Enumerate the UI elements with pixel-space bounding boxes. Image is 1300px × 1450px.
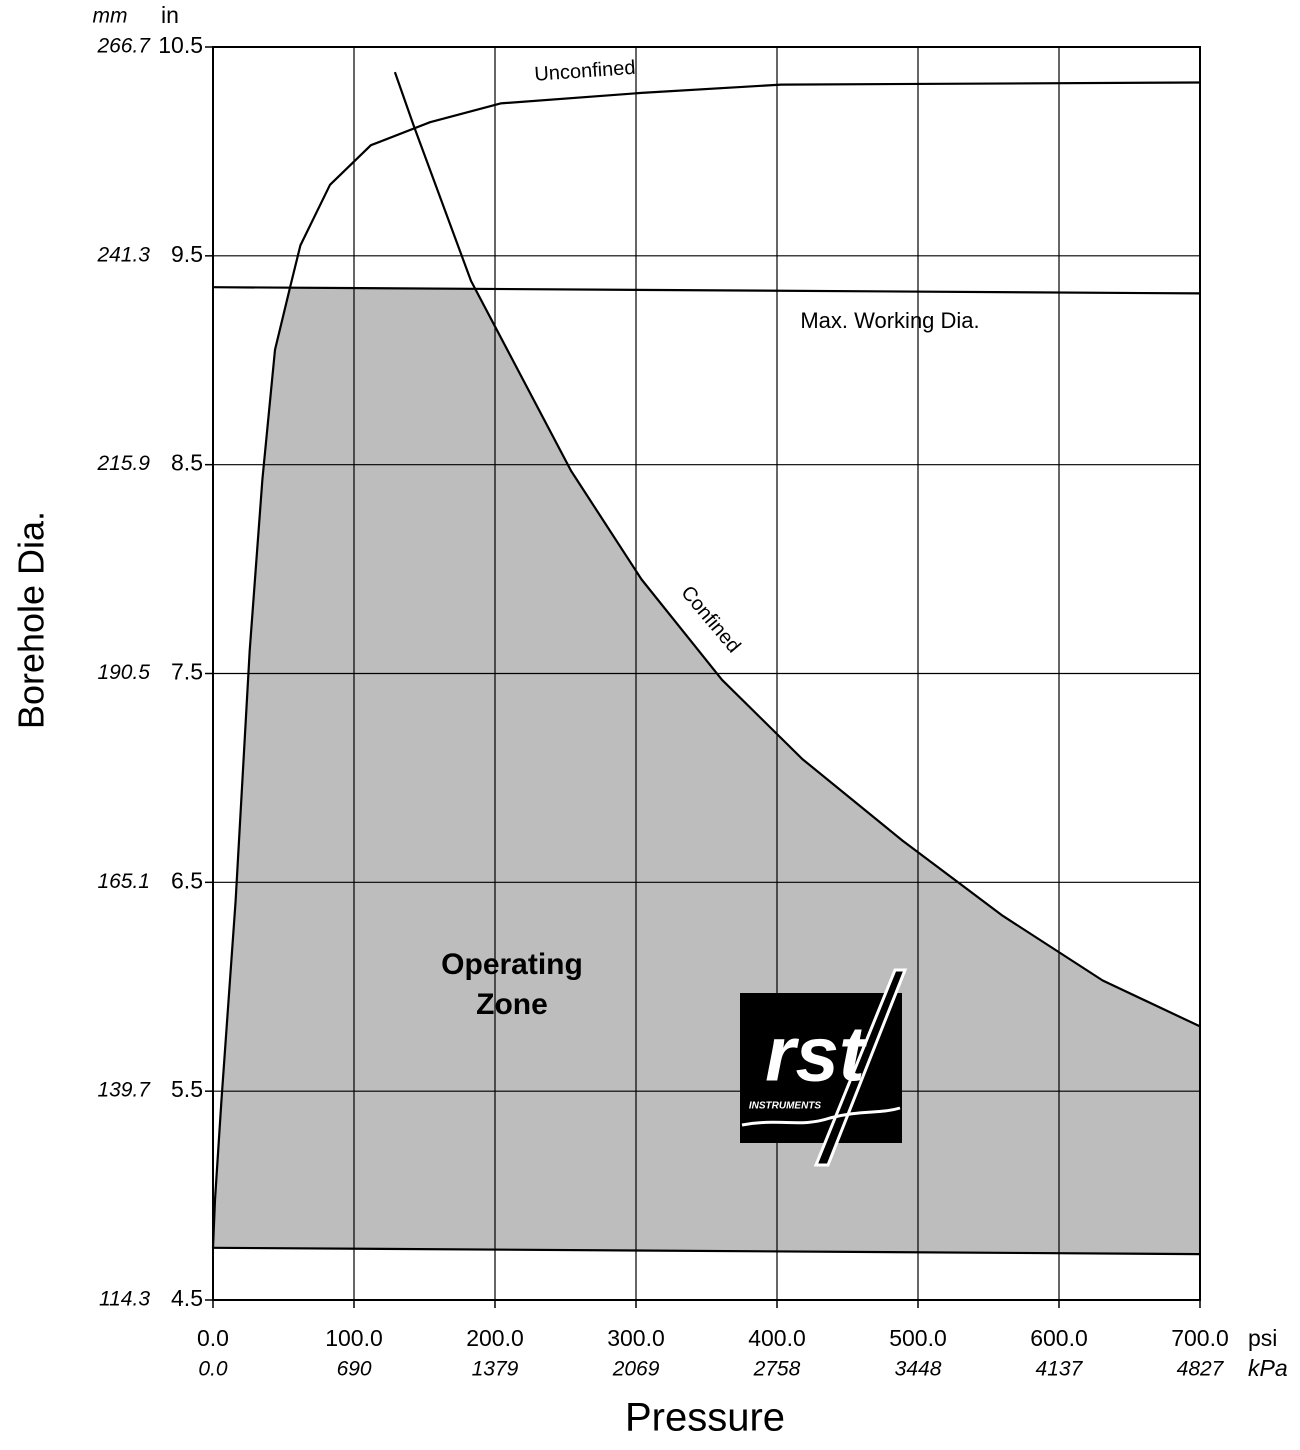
x-tick-label: 700.0 xyxy=(1171,1325,1229,1351)
x2-tick-label: 4827 xyxy=(1177,1358,1225,1381)
y-tick-label: 8.5 xyxy=(171,450,203,476)
x2-tick-label: 1379 xyxy=(472,1358,519,1381)
x-tick-label: 400.0 xyxy=(748,1325,806,1351)
logo: rst INSTRUMENTS xyxy=(740,968,908,1167)
operating-zone-group xyxy=(213,287,1200,1255)
y2-tick-label: 139.7 xyxy=(97,1079,151,1102)
operating-zone xyxy=(213,287,1200,1255)
x2-tick-label: 2069 xyxy=(612,1358,660,1381)
x2-tick-label: 2758 xyxy=(753,1358,801,1381)
y2-tick-label: 114.3 xyxy=(99,1288,150,1311)
x2-tick-label: 690 xyxy=(337,1358,372,1381)
y2-tick-label: 266.7 xyxy=(96,35,151,58)
x-tick-label: 200.0 xyxy=(466,1325,524,1351)
y-unit: in xyxy=(161,2,179,28)
x-tick-label: 600.0 xyxy=(1030,1325,1088,1351)
x-tick-label: 500.0 xyxy=(889,1325,947,1351)
x2-tick-label: 0.0 xyxy=(198,1358,228,1381)
y-tick-label: 6.5 xyxy=(171,867,203,893)
x2-tick-label: 3448 xyxy=(895,1358,942,1381)
series-line xyxy=(211,81,1201,1248)
series-lines xyxy=(211,71,1201,1256)
operating-zone-clip xyxy=(213,287,1200,1255)
y-axis-label: Borehole Dia. xyxy=(11,511,52,729)
y2-unit: mm xyxy=(93,5,128,28)
logo-subtext: INSTRUMENTS xyxy=(749,1101,822,1112)
y2-tick-label: 215.9 xyxy=(96,452,150,475)
x2-tick-label: 4137 xyxy=(1036,1358,1084,1381)
x-axis-label: Pressure xyxy=(625,1396,785,1440)
x-unit: psi xyxy=(1248,1325,1277,1351)
series-line xyxy=(212,286,1201,295)
logo-wave xyxy=(741,1106,901,1127)
y2-tick-label: 190.5 xyxy=(97,661,150,684)
series-label: Unconfined xyxy=(534,57,636,86)
y-tick-label: 5.5 xyxy=(171,1076,203,1102)
x2-unit: kPa xyxy=(1248,1355,1288,1381)
y-tick-label: 9.5 xyxy=(171,241,203,267)
y2-tick-label: 241.3 xyxy=(96,243,150,266)
x-tick-label: 300.0 xyxy=(607,1325,665,1351)
y2-tick-label: 165.1 xyxy=(97,870,150,893)
series-label: Max. Working Dia. xyxy=(800,308,979,333)
zone-label: Operating xyxy=(441,948,583,981)
x-tick-label: 100.0 xyxy=(325,1325,383,1351)
y-tick-label: 7.5 xyxy=(171,659,203,685)
zone-label: Zone xyxy=(476,988,548,1021)
logo-text: rst xyxy=(765,1010,868,1098)
series-line xyxy=(393,71,1201,1028)
y-tick-label: 4.5 xyxy=(171,1285,203,1311)
grid xyxy=(212,46,1201,1301)
x-tick-label: 0.0 xyxy=(197,1325,229,1351)
series-line xyxy=(212,1246,1201,1256)
y-tick-label: 10.5 xyxy=(158,32,203,58)
